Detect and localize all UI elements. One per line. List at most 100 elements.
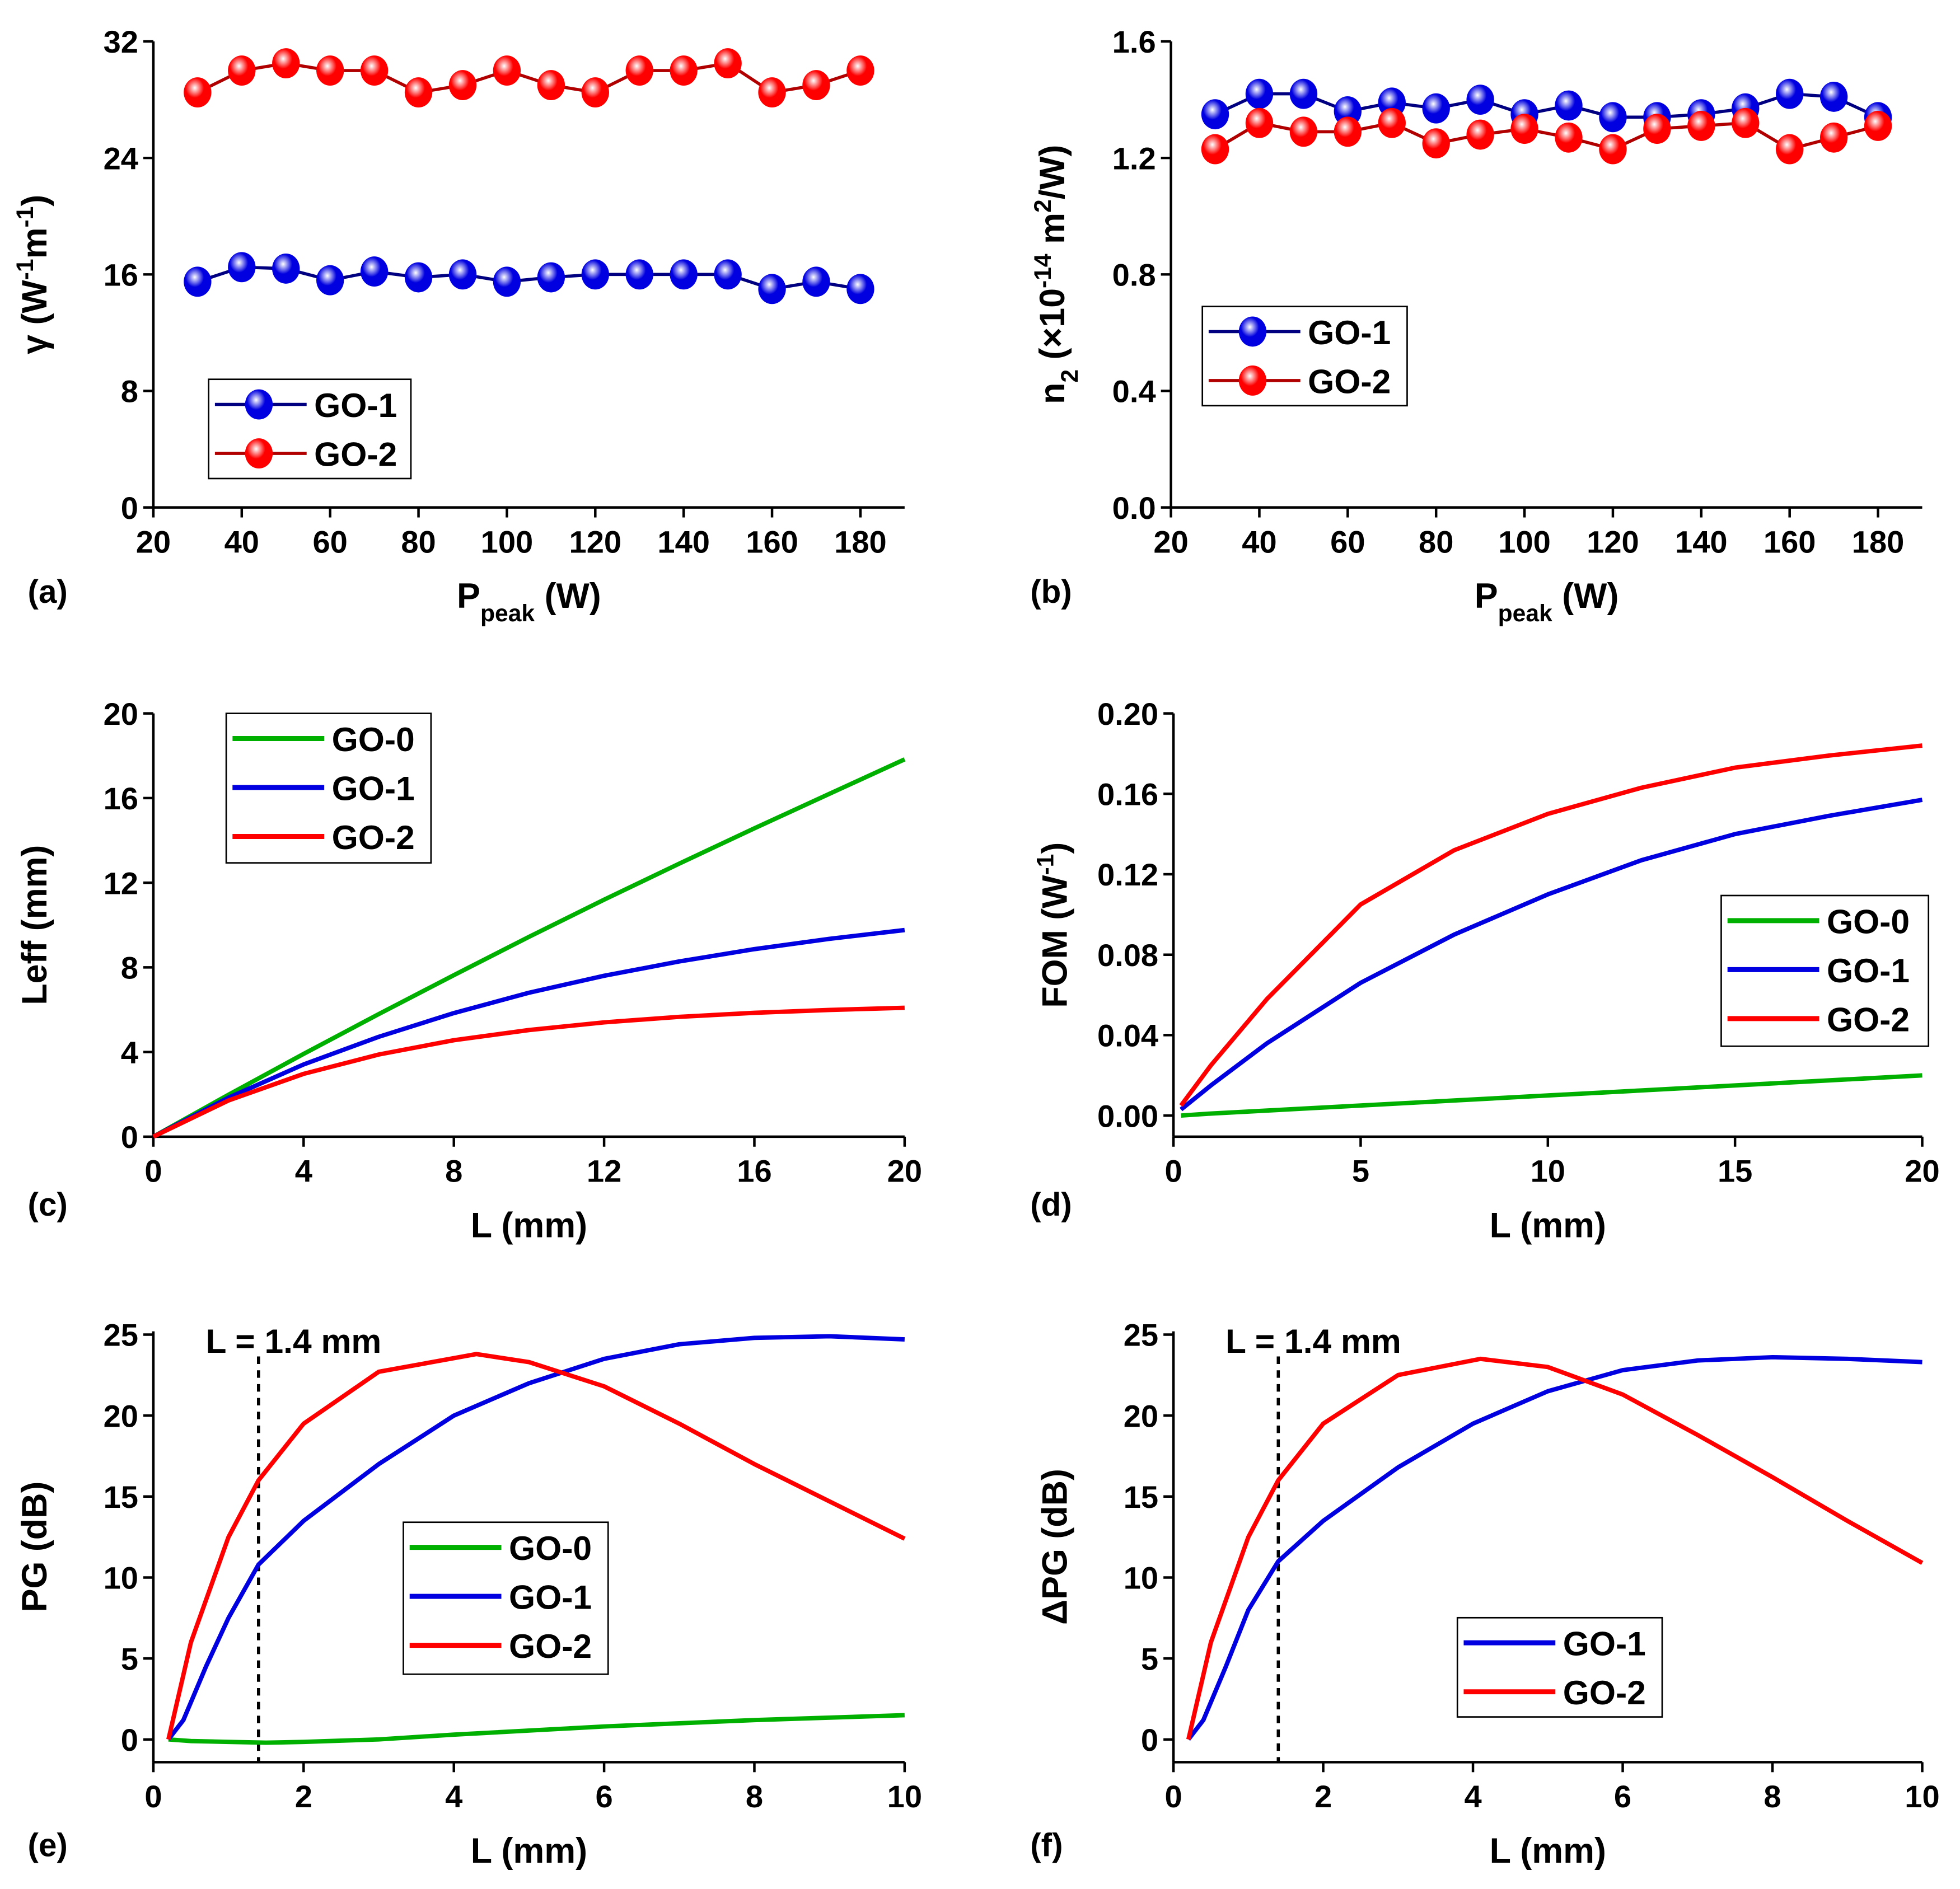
series-line [1186,1356,1924,1740]
legend-box [1201,306,1408,407]
legend-marker [1238,316,1267,347]
data-point [1422,128,1450,159]
y-axis-label-part: -1 [12,259,39,280]
x-tick-label: 6 [595,1779,612,1814]
y-tick-label: 0.16 [1097,776,1158,812]
panel-label: (d) [1030,1187,1072,1223]
x-tick-label: 0 [1164,1779,1182,1814]
data-point [1599,102,1627,133]
series-go-2 [1201,107,1892,165]
series-go-2 [1179,743,1922,1107]
series-go-0 [152,757,906,1139]
legend-label: GO-0 [509,1529,592,1567]
y-tick-label: 25 [104,1318,138,1353]
data-point [1334,116,1362,147]
panel-c: 0 4 8 12 16 20 0 4 8 12 16 20 L (mm) Leff (mm) (c) GO-0… [15,696,922,1245]
x-tick-label: 160 [746,524,798,559]
data-point [272,253,300,284]
data-point [184,266,212,297]
y-axis-label-part: ) [15,195,54,207]
y-tick-label: 20 [104,1398,138,1433]
series-go-1 [1180,798,1923,1112]
legend-label: GO-0 [1827,902,1910,940]
series-line [197,62,861,94]
series-go-0 [168,1713,905,1745]
y-axis-label-part: ΔPG (dB) [1035,1469,1074,1625]
legend-item: GO-2 [1463,1674,1646,1712]
legend-marker [245,438,273,469]
x-axis-label-part: (W) [1552,576,1619,616]
legend-box [1456,1616,1663,1718]
data-point [1466,119,1494,150]
x-axis-label-part: L (mm) [471,1831,587,1871]
panel-label: (c) [28,1187,68,1223]
data-point [714,259,742,290]
y-tick-label: 5 [121,1641,138,1676]
series-go-2 [1186,1356,1924,1740]
x-tick-label: 4 [1464,1779,1481,1814]
y-tick-label: 16 [104,781,138,816]
series-go-1 [1186,1354,1922,1741]
legend-item: GO-2 [232,818,415,856]
legend: GO-0 GO-1 GO-2 [403,1521,609,1675]
panel-label: (a) [28,574,68,610]
x-tick-label: 100 [1498,524,1551,559]
y-axis-label-part: (×10 [1033,288,1072,369]
x-tick-label: 15 [1718,1154,1752,1189]
data-point [184,77,212,108]
y-axis-label-part: m [1033,213,1072,254]
panel-label: (f) [1030,1827,1063,1864]
x-tick-label: 8 [746,1779,763,1814]
x-axis-label: L (mm) [1490,1831,1606,1871]
series-line [152,1005,905,1139]
data-point [1378,107,1406,138]
y-axis-label-part: -14 [1030,254,1056,288]
data-point [1643,114,1671,144]
x-tick-label: 10 [1905,1779,1939,1814]
data-point [360,256,389,287]
series-line [1180,798,1923,1112]
y-axis-label: FOM (W-1) [1032,842,1074,1008]
x-tick-label: 180 [834,524,887,559]
x-axis-label-part: P [1475,576,1498,616]
series-line [197,265,861,291]
data-point [1201,134,1229,165]
y-tick-label: 5 [1141,1641,1158,1676]
x-axis-label: L (mm) [1490,1206,1606,1245]
legend-item: GO-1 [232,769,415,807]
y-tick-label: 15 [104,1479,138,1515]
data-point [404,262,433,293]
y-axis-label: Leff (mm) [15,845,54,1005]
data-point [1245,78,1274,109]
data-point [581,259,609,290]
series-line [166,1334,905,1741]
series-line [152,927,905,1139]
y-tick-label: 1.2 [1112,140,1156,176]
data-point [1289,116,1318,147]
data-point [1422,93,1450,124]
x-tick-label: 20 [1905,1154,1939,1189]
y-tick-label: 25 [1124,1318,1158,1353]
data-point [360,55,389,86]
x-tick-label: 80 [401,524,436,559]
legend-item: GO-2 [214,435,397,474]
y-tick-label: 0 [121,490,138,526]
x-tick-label: 140 [657,524,710,559]
data-point [272,48,300,79]
y-tick-label: 0 [121,1119,138,1155]
data-point [1776,134,1804,165]
legend-label: GO-1 [332,769,415,807]
y-tick-label: 0 [1141,1722,1158,1757]
y-tick-label: 0.20 [1097,696,1158,732]
series-line [1181,1073,1922,1118]
series-go-1 [152,927,905,1139]
legend-label: GO-2 [1563,1674,1646,1712]
x-axis-label-part: peak [480,600,535,627]
x-axis-label: L (mm) [471,1206,587,1245]
x-tick-label: 160 [1763,524,1816,559]
x-tick-label: 2 [1315,1779,1332,1814]
data-point [1555,122,1583,153]
legend-item: GO-1 [1208,313,1391,351]
panel-f: 0 2 4 6 8 10 0 5 10 15 20 25 L (mm) ΔPG (dB) (f) L = 1.… [1030,1318,1939,1871]
